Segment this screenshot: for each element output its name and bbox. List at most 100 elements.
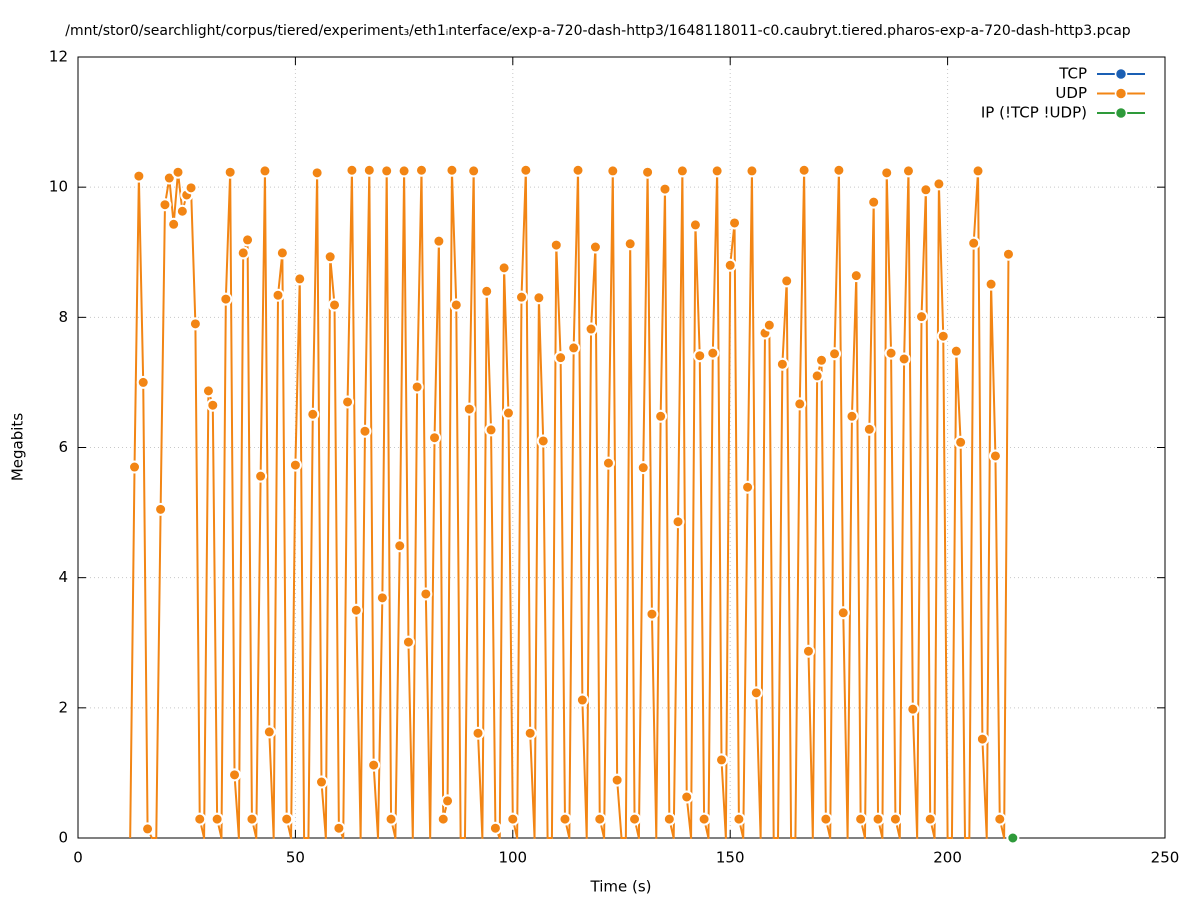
x-tick-label: 250 <box>1151 849 1180 867</box>
legend-marker <box>1114 87 1128 100</box>
point <box>641 165 655 179</box>
point <box>141 822 155 836</box>
y-tick-label: 6 <box>58 438 68 456</box>
point <box>762 318 776 332</box>
point <box>506 812 520 826</box>
point <box>167 217 181 231</box>
point <box>836 606 850 620</box>
point <box>375 591 389 605</box>
point <box>241 233 255 247</box>
point <box>245 812 259 826</box>
point <box>749 686 763 700</box>
point <box>271 288 285 302</box>
point <box>675 164 689 178</box>
point <box>280 812 294 826</box>
point <box>549 238 563 252</box>
point <box>880 166 894 180</box>
point <box>497 261 511 275</box>
x-tick-label: 150 <box>716 849 745 867</box>
point <box>414 163 428 177</box>
point <box>936 329 950 343</box>
y-tick-label: 2 <box>58 698 68 716</box>
point <box>949 344 963 358</box>
point <box>854 812 868 826</box>
point <box>432 234 446 248</box>
y-tick-label: 8 <box>58 308 68 326</box>
y-tick-label: 10 <box>49 178 68 196</box>
point <box>480 284 494 298</box>
point <box>236 246 250 260</box>
point <box>915 310 929 324</box>
point <box>467 164 481 178</box>
point <box>154 502 168 516</box>
point <box>793 397 807 411</box>
point <box>401 635 415 649</box>
chart-title: /mnt/stor0/searchlight/corpus/tiered/exp… <box>65 23 1131 39</box>
point <box>275 246 289 260</box>
point <box>862 422 876 436</box>
point <box>306 407 320 421</box>
point <box>671 515 685 529</box>
point <box>797 163 811 177</box>
point <box>775 357 789 371</box>
point <box>828 347 842 361</box>
point <box>258 164 272 178</box>
point <box>532 291 546 305</box>
point <box>971 164 985 178</box>
point <box>393 539 407 553</box>
point <box>384 812 398 826</box>
point <box>328 298 342 312</box>
point <box>810 369 824 383</box>
point <box>954 435 968 449</box>
point <box>593 812 607 826</box>
point <box>380 164 394 178</box>
point <box>584 322 598 336</box>
series-line <box>129 169 1010 839</box>
point <box>462 402 476 416</box>
point <box>662 812 676 826</box>
point <box>923 812 937 826</box>
point <box>732 812 746 826</box>
point <box>645 607 659 621</box>
point <box>993 812 1007 826</box>
point <box>445 163 459 177</box>
point <box>832 163 846 177</box>
point <box>449 298 463 312</box>
point <box>888 812 902 826</box>
point <box>728 216 742 230</box>
point <box>741 480 755 494</box>
point <box>362 163 376 177</box>
point <box>223 165 237 179</box>
point <box>219 292 233 306</box>
point <box>984 277 998 291</box>
point <box>184 181 198 195</box>
point <box>745 164 759 178</box>
legend-label: IP (!TCP !UDP) <box>981 104 1087 122</box>
point <box>188 317 202 331</box>
y-tick-label: 12 <box>49 48 68 66</box>
point <box>654 409 668 423</box>
point <box>345 163 359 177</box>
point <box>158 198 172 212</box>
point <box>849 269 863 283</box>
point <box>988 449 1002 463</box>
point <box>314 775 328 789</box>
point <box>845 409 859 423</box>
point <box>206 398 220 412</box>
point <box>567 341 581 355</box>
point <box>162 171 176 185</box>
x-tick-label: 100 <box>498 849 527 867</box>
point <box>428 431 442 445</box>
point <box>575 693 589 707</box>
point <box>523 726 537 740</box>
point <box>441 794 455 808</box>
point <box>601 456 615 470</box>
point <box>871 812 885 826</box>
point <box>819 812 833 826</box>
y-axis-label: Megabits <box>9 413 27 481</box>
point <box>341 395 355 409</box>
point <box>706 346 720 360</box>
point <box>801 644 815 658</box>
point <box>554 351 568 365</box>
